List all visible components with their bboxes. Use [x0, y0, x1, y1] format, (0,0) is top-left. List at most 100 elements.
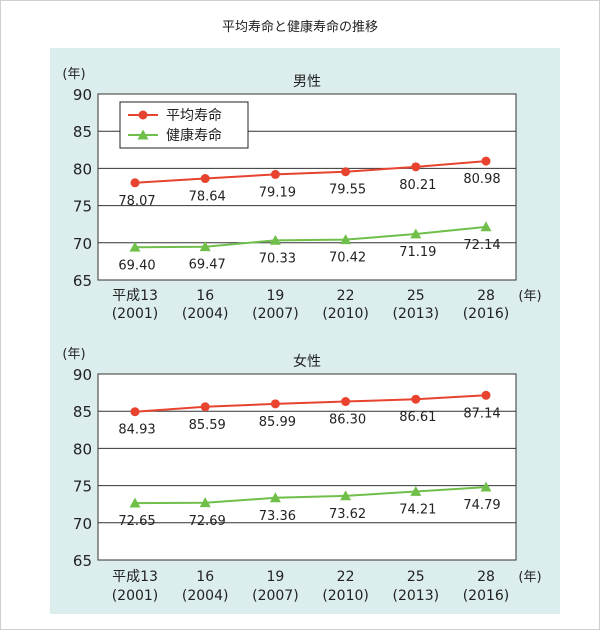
female-series-1-label-3: 73.62 — [329, 507, 366, 522]
female-xtick-5-year: (2016) — [463, 588, 510, 604]
female-series-0-line — [134, 394, 487, 413]
female-series-1-label-0: 72.65 — [118, 514, 155, 529]
female-series-0-label-2: 85.99 — [259, 415, 296, 430]
male-ytick-90: 90 — [73, 86, 92, 104]
female-xtick-0-year: (2001) — [112, 588, 159, 604]
female-series-0-label-4: 86.61 — [399, 410, 436, 425]
female-ytick-75: 75 — [73, 478, 92, 496]
female-ytick-80: 80 — [73, 440, 92, 458]
male-series-0-label-5: 80.98 — [463, 172, 500, 187]
male-series-0-point-4 — [411, 162, 421, 172]
male-xtick-4-year: (2013) — [393, 306, 440, 322]
female-series-0-label-0: 84.93 — [118, 423, 155, 438]
male-chart-title: 男性 — [293, 74, 321, 90]
female-series-1-point-1 — [199, 497, 211, 508]
female-series-1-label-2: 73.36 — [259, 509, 296, 524]
female-ytick-85: 85 — [73, 403, 92, 421]
female-series-0-point-0 — [130, 407, 140, 417]
male-series-1-label-2: 70.33 — [259, 251, 296, 266]
female-ylabel: (年) — [62, 347, 85, 362]
female-series-0-point-2 — [270, 399, 280, 409]
female-ytick-65: 65 — [73, 552, 92, 570]
female-ytick-70: 70 — [73, 515, 92, 533]
male-xtick-2-era: 19 — [266, 288, 284, 304]
male-xtick-5-year: (2016) — [463, 306, 510, 322]
male-ytick-70: 70 — [73, 235, 92, 253]
female-series-1-label-1: 72.69 — [189, 514, 226, 529]
male-ytick-80: 80 — [73, 160, 92, 178]
female-xtick-3-year: (2010) — [322, 588, 369, 604]
female-chart-title: 女性 — [293, 353, 321, 370]
female-xtick-2-era: 19 — [266, 569, 284, 585]
male-series-1-point-1 — [199, 241, 211, 252]
male-series-1-point-3 — [340, 234, 352, 245]
male-xtick-4-era: 25 — [407, 288, 425, 304]
female-series-1-point-5 — [480, 481, 492, 492]
female-series-0-point-1 — [200, 402, 210, 412]
female-xtick-0-era: 平成13 — [112, 569, 158, 585]
female-series-0-label-5: 87.14 — [463, 406, 500, 421]
legend-box — [119, 101, 249, 149]
legend-label-0: 平均寿命 — [166, 107, 222, 124]
female-series-0-label-1: 85.59 — [189, 418, 226, 433]
male-series-0-label-2: 79.19 — [259, 185, 296, 200]
male-series-0-label-3: 79.55 — [329, 183, 366, 198]
male-series-1-label-0: 69.40 — [118, 258, 155, 273]
female-plot-area — [97, 373, 517, 561]
male-ytick-65: 65 — [73, 272, 92, 290]
male-xtick-3-era: 22 — [337, 288, 355, 304]
male-series-1-point-0 — [129, 241, 141, 252]
male-xtick-0-era: 平成13 — [112, 288, 158, 304]
female-series-1-point-2 — [269, 492, 281, 503]
male-series-0-point-3 — [341, 167, 351, 177]
female-series-0-point-4 — [411, 394, 421, 404]
female-xtick-4-era: 25 — [407, 569, 425, 585]
female-xtick-2-year: (2007) — [252, 588, 299, 604]
male-series-1-point-5 — [480, 221, 492, 232]
female-xlabel: (年) — [518, 570, 541, 585]
male-ylabel: (年) — [62, 67, 85, 82]
male-xtick-2-year: (2007) — [252, 306, 299, 322]
male-series-1-label-3: 70.42 — [329, 251, 366, 266]
male-series-1-point-4 — [410, 228, 422, 239]
male-series-1-label-4: 71.19 — [399, 245, 436, 260]
female-series-0-point-3 — [341, 397, 351, 407]
legend-marker-0 — [138, 110, 148, 120]
female-series-1-label-4: 74.21 — [399, 502, 436, 517]
male-xlabel: (年) — [518, 289, 541, 304]
male-xtick-1-era: 16 — [196, 288, 214, 304]
male-xtick-1-year: (2004) — [182, 306, 229, 322]
male-series-0-label-0: 78.07 — [118, 194, 155, 209]
female-series-1-point-0 — [129, 497, 141, 508]
female-series-1-label-5: 74.79 — [463, 498, 500, 513]
legend-label-1: 健康寿命 — [166, 127, 222, 144]
male-series-0-label-1: 78.64 — [189, 190, 226, 205]
female-series-0-label-3: 86.30 — [329, 413, 366, 428]
male-xtick-5-era: 28 — [477, 288, 495, 304]
male-series-0-label-4: 80.21 — [399, 178, 436, 193]
male-series-0-point-5 — [481, 156, 491, 166]
male-ytick-85: 85 — [73, 123, 92, 141]
male-series-1-label-5: 72.14 — [463, 238, 500, 253]
legend-marker-1 — [137, 129, 149, 140]
female-series-1-point-4 — [410, 485, 422, 496]
male-series-1-point-2 — [269, 234, 281, 245]
female-xtick-1-era: 16 — [196, 569, 214, 585]
male-series-0-point-2 — [270, 169, 280, 179]
female-series-1-point-3 — [340, 490, 352, 501]
male-xtick-0-year: (2001) — [112, 306, 159, 322]
female-series-0-point-5 — [481, 390, 491, 400]
female-xtick-4-year: (2013) — [393, 588, 440, 604]
female-xtick-3-era: 22 — [337, 569, 355, 585]
male-series-0-line — [134, 160, 487, 184]
male-series-1-label-1: 69.47 — [189, 258, 226, 273]
male-series-0-point-0 — [130, 178, 140, 188]
male-series-0-point-1 — [200, 174, 210, 184]
female-xtick-1-year: (2004) — [182, 588, 229, 604]
male-ytick-75: 75 — [73, 198, 92, 216]
female-xtick-5-era: 28 — [477, 569, 495, 585]
male-xtick-3-year: (2010) — [322, 306, 369, 322]
male-series-1-line — [134, 225, 487, 249]
female-series-1-line — [134, 486, 487, 505]
